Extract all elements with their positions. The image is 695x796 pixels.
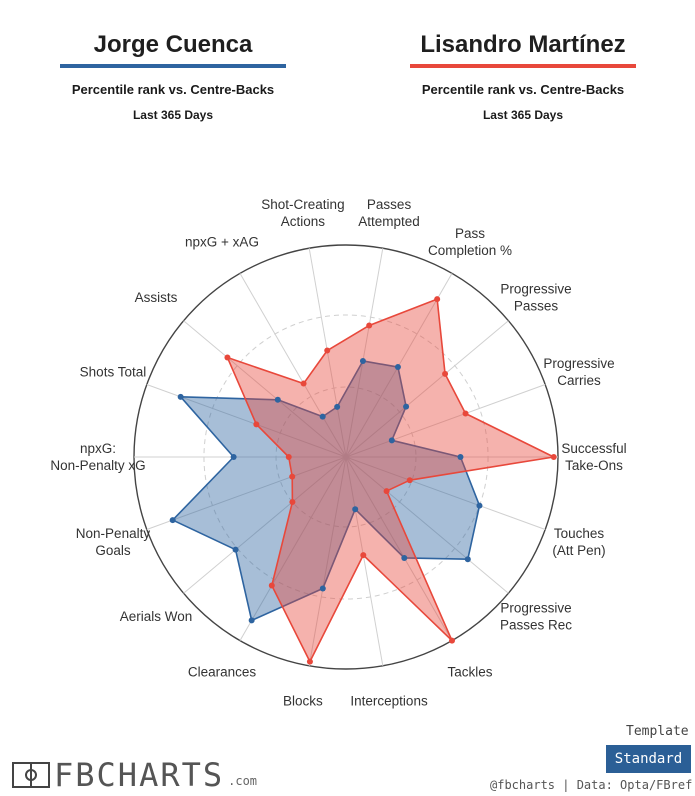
radar-data-point — [383, 488, 390, 495]
radar-spoke — [146, 456, 347, 530]
player-2-header: Lisandro Martínez — [410, 30, 636, 68]
player-1-period: Last 365 Days — [132, 108, 214, 122]
radar-category-label: Blocks — [283, 694, 323, 709]
radar-data-point — [224, 354, 231, 361]
radar-data-point — [360, 552, 367, 559]
player-1-subtitle: Percentile rank vs. Centre-Backs — [71, 82, 275, 97]
radar-data-point — [394, 364, 401, 371]
radar-spoke — [345, 384, 546, 458]
logo-text: FBCHARTS — [54, 756, 225, 794]
radar-data-point — [319, 413, 326, 420]
radar-data-point — [366, 322, 373, 329]
template-label: Template — [626, 724, 689, 739]
radar-data-point — [476, 502, 483, 509]
radar-spoke — [183, 320, 347, 458]
radar-data-point — [232, 546, 239, 553]
radar-data-point — [403, 403, 410, 410]
logo-domain: .com — [228, 774, 258, 788]
radar-data-point — [359, 357, 366, 364]
player-2-period: Last 365 Days — [482, 108, 564, 122]
radar-data-point — [319, 585, 326, 592]
radar-data-point — [289, 473, 296, 480]
radar-category-label: npxG + xAG — [185, 235, 259, 250]
template-select-button[interactable]: Standard — [606, 745, 691, 773]
radar-data-point — [289, 498, 296, 505]
radar-category-label: Progressive Carries — [543, 356, 614, 388]
data-credit: @fbcharts | Data: Opta/FBref — [490, 778, 693, 792]
radar-spoke — [345, 248, 384, 458]
radar-data-point — [268, 582, 275, 589]
radar-data-point — [274, 396, 281, 403]
radar-spoke — [345, 456, 453, 641]
radar-category-label: Shots Total — [80, 365, 147, 380]
radar-spoke — [239, 456, 347, 641]
radar-data-point — [300, 380, 307, 387]
pitch-icon — [12, 762, 50, 788]
radar-category-label: Progressive Passes — [500, 282, 571, 314]
radar-data-point — [230, 454, 237, 460]
radar-data-point — [285, 454, 292, 460]
radar-data-point — [248, 617, 255, 624]
radar-data-point — [169, 517, 176, 524]
player-2-name: Lisandro Martínez — [420, 31, 626, 58]
radar-data-point — [449, 637, 455, 644]
fbcharts-logo[interactable]: FBCHARTS .com — [12, 756, 258, 794]
radar-data-point — [253, 421, 260, 428]
radar-spoke — [308, 456, 347, 666]
player-1-header: Jorge Cuenca — [60, 30, 286, 68]
player-1-color-bar — [60, 64, 286, 68]
radar-category-label: Tackles — [447, 664, 492, 679]
radar-category-label: Assists — [135, 290, 178, 305]
radar-category-label: Progressive Passes Rec — [500, 600, 572, 632]
radar-data-point — [177, 393, 184, 400]
player-2-subtitle: Percentile rank vs. Centre-Backs — [421, 82, 625, 97]
radar-data-point — [406, 477, 413, 484]
radar-category-label: Passes Attempted — [358, 197, 420, 229]
radar-data-point — [334, 403, 341, 410]
radar-spoke — [239, 273, 347, 458]
radar-category-label: Successful Take-Ons — [561, 441, 626, 473]
radar-data-point — [434, 296, 441, 303]
radar-data-point — [457, 454, 464, 460]
radar-category-label: Touches (Att Pen) — [552, 526, 605, 558]
radar-spoke — [345, 456, 546, 530]
radar-data-point — [401, 554, 408, 561]
radar-data-point — [324, 347, 331, 354]
radar-data-point — [352, 506, 359, 513]
radar-data-point — [388, 437, 395, 444]
radar-spoke — [345, 320, 509, 458]
radar-spoke — [183, 456, 347, 594]
radar-category-label: Clearances — [188, 664, 257, 679]
radar-data-point — [550, 454, 557, 460]
player-1-name: Jorge Cuenca — [93, 31, 253, 58]
radar-category-label: Shot-Creating Actions — [261, 197, 344, 229]
radar-spoke — [345, 456, 384, 666]
radar-data-point — [462, 410, 469, 417]
radar-category-label: Non-Penalty Goals — [76, 526, 151, 558]
radar-spoke — [345, 456, 509, 594]
radar-category-label: npxG: Non-Penalty xG — [50, 441, 145, 473]
radar-category-label: Aerials Won — [120, 609, 193, 624]
radar-data-point — [442, 370, 449, 377]
radar-category-label: Interceptions — [350, 694, 428, 709]
radar-category-label: Pass Completion % — [428, 226, 512, 258]
radar-data-point — [306, 658, 313, 665]
radar-data-point — [464, 556, 471, 563]
player-2-color-bar — [410, 64, 636, 68]
